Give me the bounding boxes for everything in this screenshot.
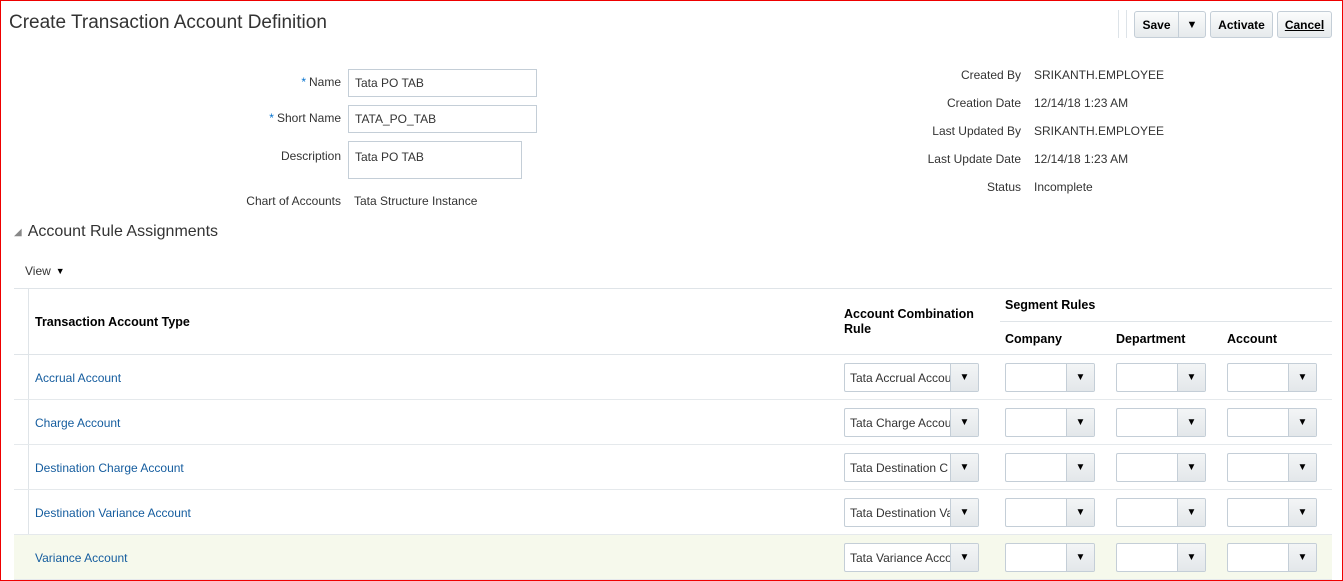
chevron-down-icon[interactable]: ▼ bbox=[1066, 544, 1094, 571]
chevron-down-icon[interactable]: ▼ bbox=[950, 544, 978, 571]
column-header-company[interactable]: Company bbox=[1005, 332, 1062, 346]
table-row[interactable]: Destination Variance Account Tata Destina… bbox=[14, 490, 1332, 535]
chevron-down-icon[interactable]: ▼ bbox=[1177, 409, 1205, 436]
chevron-down-icon[interactable]: ▼ bbox=[1177, 544, 1205, 571]
last-updated-by-value: SRIKANTH.EMPLOYEE bbox=[1034, 124, 1165, 138]
account-select[interactable]: ▼ bbox=[1227, 453, 1317, 482]
company-select[interactable]: ▼ bbox=[1005, 543, 1095, 572]
chevron-down-icon: ▼ bbox=[1186, 18, 1198, 31]
required-icon: * bbox=[301, 75, 306, 89]
collapse-triangle-icon: ◢ bbox=[14, 226, 22, 238]
toolbar-divider bbox=[1118, 10, 1119, 38]
view-menu[interactable]: View ▼ bbox=[25, 264, 65, 278]
view-label: View bbox=[25, 264, 51, 278]
account-select[interactable]: ▼ bbox=[1227, 498, 1317, 527]
chevron-down-icon[interactable]: ▼ bbox=[1288, 409, 1316, 436]
chevron-down-icon: ▼ bbox=[55, 266, 65, 276]
section-header[interactable]: ◢ Account Rule Assignments bbox=[14, 223, 218, 241]
short-name-label: * Short Name bbox=[269, 111, 341, 125]
created-by-label: Created By bbox=[960, 68, 1021, 82]
creation-date-value: 12/14/18 1:23 AM bbox=[1034, 96, 1129, 110]
department-select[interactable]: ▼ bbox=[1116, 363, 1206, 392]
chart-of-accounts-label: Chart of Accounts bbox=[246, 194, 341, 208]
department-select[interactable]: ▼ bbox=[1116, 453, 1206, 482]
transaction-account-type-link[interactable]: Variance Account bbox=[35, 551, 128, 565]
chevron-down-icon[interactable]: ▼ bbox=[950, 409, 978, 436]
account-combination-rule-select-value: Tata Variance Acco bbox=[850, 551, 952, 565]
status-value: Incomplete bbox=[1034, 180, 1093, 194]
last-update-date-value: 12/14/18 1:23 AM bbox=[1034, 152, 1129, 166]
chevron-down-icon[interactable]: ▼ bbox=[1288, 364, 1316, 391]
company-select[interactable]: ▼ bbox=[1005, 453, 1095, 482]
name-label: * Name bbox=[301, 75, 341, 89]
creation-date-label: Creation Date bbox=[946, 96, 1021, 110]
transaction-account-type-link[interactable]: Destination Charge Account bbox=[35, 461, 184, 475]
company-select[interactable]: ▼ bbox=[1005, 363, 1095, 392]
cancel-button[interactable]: Cancel bbox=[1277, 11, 1332, 38]
table-row[interactable]: Charge Account Tata Charge Accou ▼ ▼ ▼ ▼ bbox=[14, 400, 1332, 445]
company-select[interactable]: ▼ bbox=[1005, 408, 1095, 437]
table-row[interactable]: Accrual Account Tata Accrual Accou ▼ ▼ ▼ ▼ bbox=[14, 355, 1332, 400]
transaction-account-type-link[interactable]: Charge Account bbox=[35, 416, 121, 430]
chevron-down-icon[interactable]: ▼ bbox=[1177, 499, 1205, 526]
chevron-down-icon[interactable]: ▼ bbox=[1288, 544, 1316, 571]
created-by-value: SRIKANTH.EMPLOYEE bbox=[1034, 68, 1165, 82]
table-row[interactable]: Destination Charge Account Tata Destinati… bbox=[14, 445, 1332, 490]
toolbar-divider bbox=[1126, 10, 1127, 38]
transaction-account-type-link[interactable]: Accrual Account bbox=[35, 371, 122, 385]
description-label: Description bbox=[280, 149, 341, 163]
account-combination-rule-select-value: Tata Accrual Accou bbox=[850, 371, 952, 385]
chevron-down-icon[interactable]: ▼ bbox=[1288, 499, 1316, 526]
chevron-down-icon[interactable]: ▼ bbox=[1066, 499, 1094, 526]
column-header-rule[interactable]: Account Combination Rule bbox=[844, 307, 974, 336]
column-header-type[interactable]: Transaction Account Type bbox=[35, 315, 190, 329]
account-combination-rule-select[interactable]: Tata Variance Acco ▼ bbox=[844, 543, 979, 572]
account-select[interactable]: ▼ bbox=[1227, 408, 1317, 437]
department-select[interactable]: ▼ bbox=[1116, 543, 1206, 572]
account-combination-rule-select-value: Tata Charge Accou bbox=[850, 416, 952, 430]
account-combination-rule-select[interactable]: Tata Accrual Accou ▼ bbox=[844, 363, 979, 392]
last-update-date-label: Last Update Date bbox=[927, 152, 1021, 166]
department-select[interactable]: ▼ bbox=[1116, 408, 1206, 437]
chevron-down-icon[interactable]: ▼ bbox=[1288, 454, 1316, 481]
chevron-down-icon[interactable]: ▼ bbox=[1066, 364, 1094, 391]
description-textarea[interactable]: Tata PO TAB bbox=[348, 141, 522, 179]
header-bottom-border bbox=[14, 354, 1332, 355]
save-button[interactable]: Save bbox=[1134, 11, 1179, 38]
chevron-down-icon[interactable]: ▼ bbox=[1177, 364, 1205, 391]
account-combination-rule-select-value: Tata Destination Va bbox=[850, 506, 954, 520]
company-select[interactable]: ▼ bbox=[1005, 498, 1095, 527]
account-select[interactable]: ▼ bbox=[1227, 543, 1317, 572]
account-combination-rule-select[interactable]: Tata Destination C ▼ bbox=[844, 453, 979, 482]
account-combination-rule-select[interactable]: Tata Destination Va ▼ bbox=[844, 498, 979, 527]
table-top-border bbox=[14, 288, 1332, 289]
account-select[interactable]: ▼ bbox=[1227, 363, 1317, 392]
name-input[interactable]: Tata PO TAB bbox=[348, 69, 537, 97]
header-divider bbox=[1000, 321, 1332, 322]
column-header-segment-rules: Segment Rules bbox=[1005, 298, 1096, 312]
row-header-divider bbox=[28, 289, 29, 580]
chevron-down-icon[interactable]: ▼ bbox=[1066, 409, 1094, 436]
column-header-account[interactable]: Account bbox=[1227, 332, 1277, 346]
status-label: Status bbox=[986, 180, 1021, 194]
account-combination-rule-select[interactable]: Tata Charge Accou ▼ bbox=[844, 408, 979, 437]
chevron-down-icon[interactable]: ▼ bbox=[950, 499, 978, 526]
required-icon: * bbox=[269, 111, 274, 125]
short-name-input[interactable]: TATA_PO_TAB bbox=[348, 105, 537, 133]
chart-of-accounts-value: Tata Structure Instance bbox=[354, 194, 478, 208]
department-select[interactable]: ▼ bbox=[1116, 498, 1206, 527]
account-combination-rule-select-value: Tata Destination C bbox=[850, 461, 949, 475]
chevron-down-icon[interactable]: ▼ bbox=[950, 454, 978, 481]
transaction-account-type-link[interactable]: Destination Variance Account bbox=[35, 506, 191, 520]
page-title: Create Transaction Account Definition bbox=[9, 12, 327, 33]
section-title: Account Rule Assignments bbox=[27, 223, 219, 240]
last-updated-by-label: Last Updated By bbox=[932, 124, 1021, 138]
save-menu-button[interactable]: ▼ bbox=[1178, 11, 1206, 38]
chevron-down-icon[interactable]: ▼ bbox=[950, 364, 978, 391]
chevron-down-icon[interactable]: ▼ bbox=[1066, 454, 1094, 481]
column-header-department[interactable]: Department bbox=[1116, 332, 1186, 346]
chevron-down-icon[interactable]: ▼ bbox=[1177, 454, 1205, 481]
activate-button[interactable]: Activate bbox=[1210, 11, 1273, 38]
table-row[interactable]: Variance Account Tata Variance Acco ▼ ▼ ▼ ▼ bbox=[14, 535, 1332, 580]
